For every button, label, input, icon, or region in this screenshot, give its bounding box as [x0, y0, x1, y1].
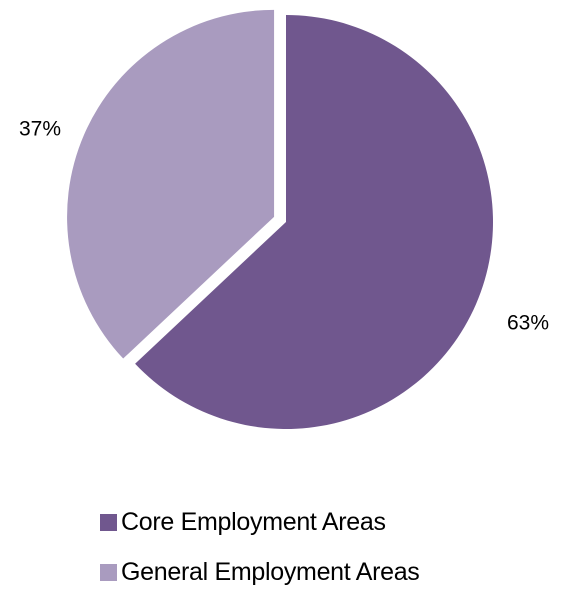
legend-item-general: General Employment Areas — [100, 554, 530, 590]
pie-slice-core — [135, 15, 493, 429]
pie-data-labels: 63% 37% — [19, 118, 549, 335]
legend-label-core: Core Employment Areas — [121, 507, 386, 536]
legend-item-core: Core Employment Areas — [100, 504, 530, 540]
pie-slice-general — [67, 9, 275, 359]
legend-swatch-core — [100, 513, 117, 531]
legend: Core Employment Areas General Employment… — [100, 504, 530, 604]
legend-swatch-general — [100, 563, 117, 581]
legend-label-general: General Employment Areas — [121, 557, 420, 586]
data-label-general: 37% — [19, 118, 61, 141]
data-label-core: 63% — [507, 312, 549, 335]
pie-chart: 63% 37% — [19, 9, 549, 429]
pie-slices — [67, 9, 493, 429]
